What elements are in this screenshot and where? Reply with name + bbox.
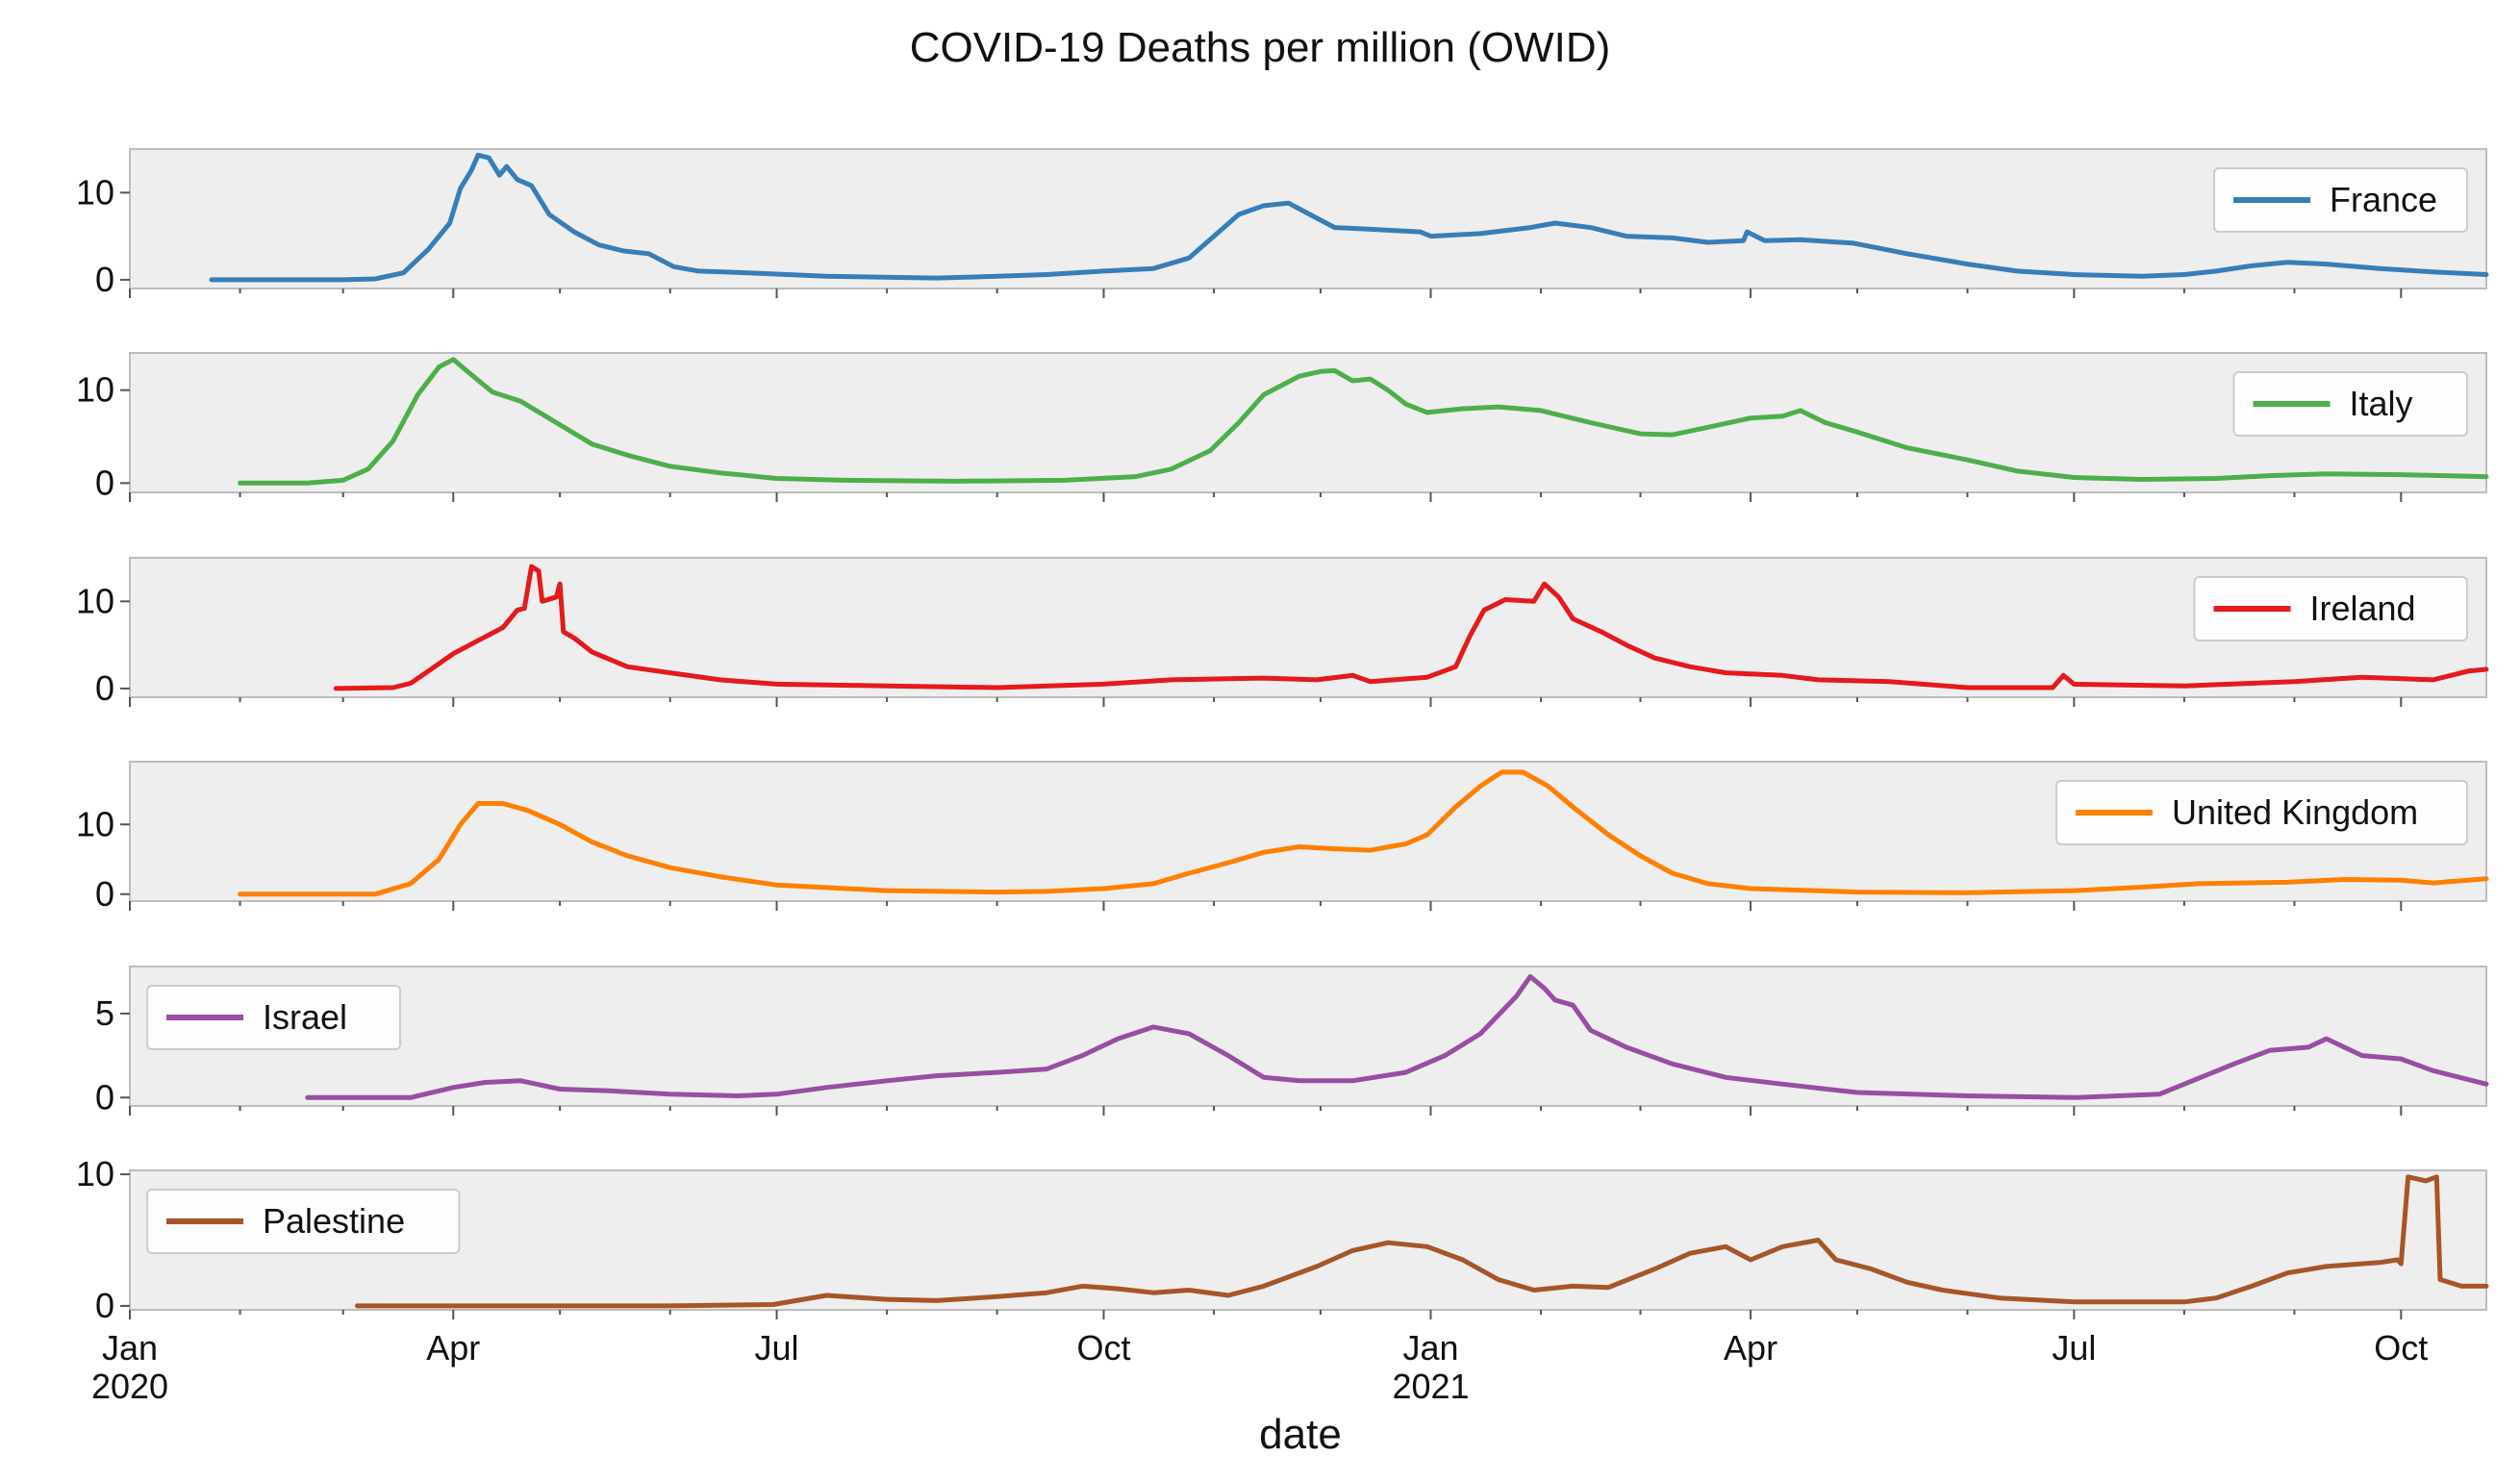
x-tick-label: Oct [2374, 1328, 2428, 1368]
legend-ireland: Ireland [2193, 576, 2468, 641]
panel-italy: 0 10 Italy [76, 352, 2489, 502]
x-tick-year-label: 2021 [1392, 1367, 1469, 1406]
y-tick-label: 10 [76, 804, 114, 843]
x-tick-label: Jul [755, 1328, 799, 1368]
legend-israel: Israel [146, 985, 401, 1050]
series-line-france [209, 152, 2489, 283]
y-tick-label: 10 [76, 581, 114, 620]
panel-ireland: 0 10 Ireland [76, 557, 2489, 708]
y-tick-label: 0 [95, 260, 114, 299]
panel-france: 0 10 France [76, 148, 2489, 299]
legend-box [146, 985, 401, 1050]
x-tick-label: Apr [1724, 1328, 1777, 1368]
y-tick-label: 0 [95, 463, 114, 502]
legend-box [146, 1189, 461, 1254]
x-tick-year-label: 2020 [91, 1367, 168, 1406]
x-tick-label: Jul [2052, 1328, 2096, 1368]
series-line-united-kingdom [238, 769, 2489, 897]
legend-label: France [2330, 180, 2437, 219]
legend-united-kingdom: United Kingdom [2055, 780, 2468, 845]
legend-label: United Kingdom [2172, 792, 2418, 832]
y-tick-label: 10 [76, 370, 114, 410]
series-line-ireland [333, 564, 2489, 691]
series-line-israel [305, 974, 2489, 1100]
y-tick-label: 5 [95, 993, 114, 1033]
series-line-italy [238, 357, 2489, 486]
series-line-palestine [355, 1174, 2489, 1309]
x-tick-label: Oct [1077, 1328, 1131, 1368]
panel-palestine: 0 10 Palestine [76, 1154, 2489, 1325]
legend-label: Palestine [263, 1201, 405, 1241]
y-tick-label: 10 [76, 1154, 114, 1193]
panel-united-kingdom: 0 10 United Kingdom [76, 761, 2489, 914]
panel-israel: 0 5 Israel [95, 966, 2489, 1117]
x-tick-label: Apr [426, 1328, 480, 1368]
legend-label: Italy [2350, 384, 2413, 423]
x-tick-label: Jan [1402, 1328, 1458, 1368]
x-axis-label: date [1259, 1411, 1342, 1458]
x-tick-label: Jan [102, 1328, 158, 1368]
plot-area [129, 557, 2487, 698]
legend-label: Ireland [2310, 589, 2416, 628]
legend-box [2232, 371, 2468, 437]
legend-box [2193, 576, 2468, 641]
chart-title: COVID-19 Deaths per million (OWID) [910, 24, 1611, 71]
legend-box [2055, 780, 2468, 845]
y-tick-label: 0 [95, 874, 114, 914]
panels: 0 10 France 0 10 Italy 0 10 Ireland 0 10 United Kin… [76, 148, 2489, 1325]
legend-france: France [2213, 167, 2468, 233]
y-tick-label: 0 [95, 1077, 114, 1117]
plot-area [129, 148, 2487, 289]
y-tick-label: 10 [76, 172, 114, 212]
legend-box [2213, 167, 2468, 233]
y-tick-label: 0 [95, 668, 114, 708]
legend-label: Israel [263, 997, 347, 1037]
plot-area [129, 1169, 2487, 1311]
y-tick-label: 0 [95, 1286, 114, 1325]
legend-palestine: Palestine [146, 1189, 461, 1254]
legend-italy: Italy [2232, 371, 2468, 437]
